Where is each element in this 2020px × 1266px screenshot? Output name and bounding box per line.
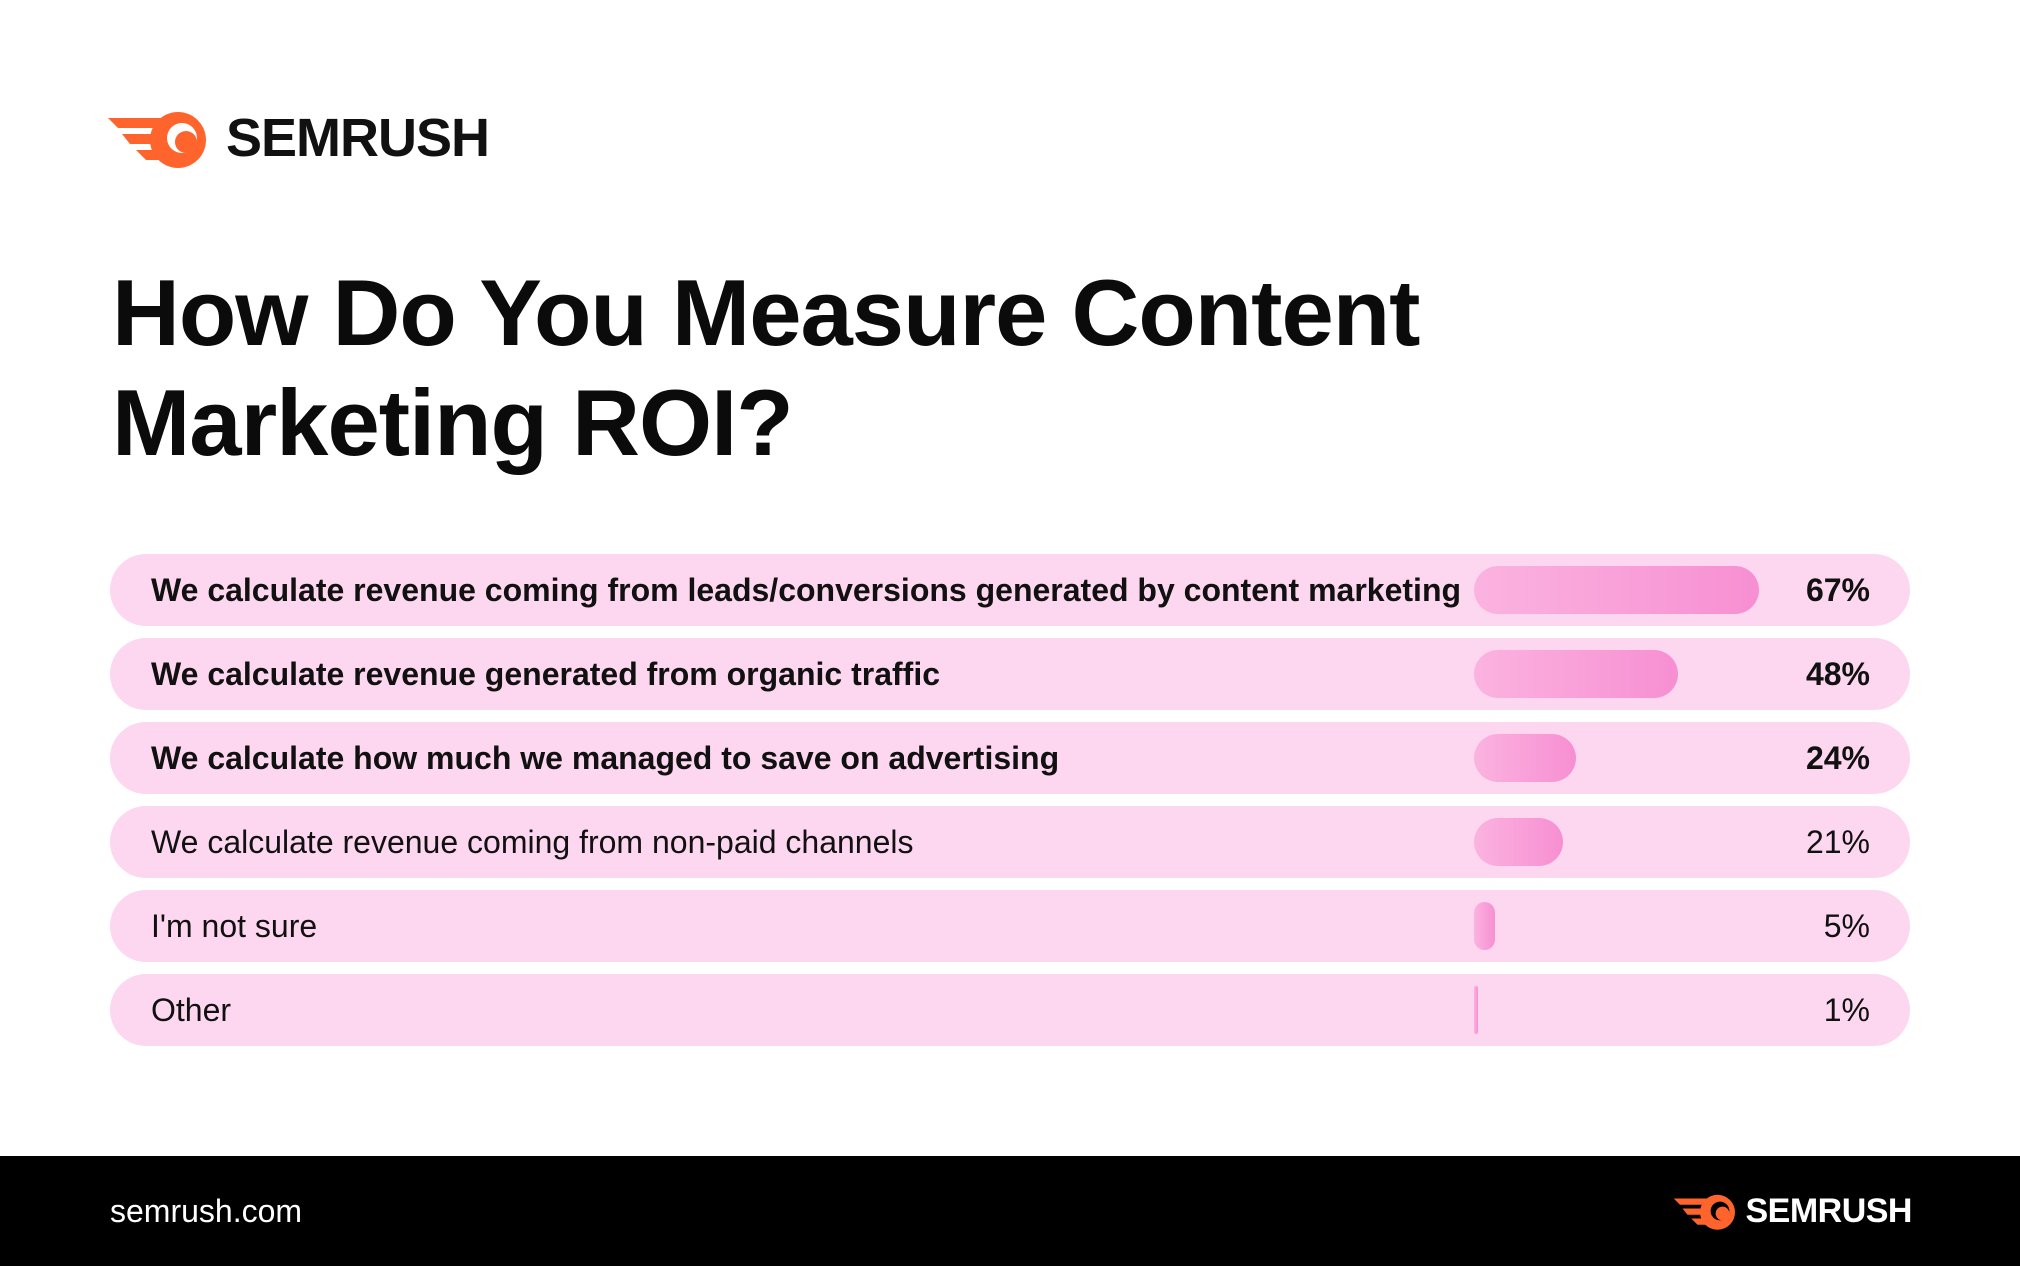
bar-track (1474, 650, 1900, 698)
bar-track (1474, 734, 1900, 782)
category-label: We calculate revenue coming from leads/c… (151, 572, 1462, 608)
category-label: Other (151, 992, 232, 1028)
bar (1474, 986, 1478, 1034)
footer-site-link[interactable]: semrush.com (110, 1193, 303, 1229)
bar-row: We calculate revenue coming from non-pai… (110, 806, 1910, 878)
semrush-fireball-icon (1674, 1194, 1736, 1230)
semrush-fireball-icon (108, 112, 206, 168)
bar-track (1474, 818, 1900, 866)
data-label: 24% (1805, 740, 1870, 776)
data-label: 1% (1823, 992, 1870, 1028)
bar-row: We calculate revenue coming from leads/c… (110, 554, 1910, 626)
footer-semrush-logo: SEMRUSH (1673, 1191, 1912, 1231)
bar (1474, 734, 1576, 782)
bar (1474, 650, 1678, 698)
semrush-logo: SEMRUSH (108, 106, 490, 170)
bar-row: We calculate how much we managed to save… (110, 722, 1910, 794)
chart-title: How Do You Measure Content Marketing ROI… (112, 260, 1421, 475)
category-label: We calculate revenue generated from orga… (151, 656, 940, 692)
data-label: 67% (1805, 572, 1870, 608)
bar-row: We calculate revenue generated from orga… (110, 638, 1910, 710)
bar-row: I'm not sure 5% (110, 890, 1910, 962)
semrush-wordmark: SEMRUSH (1745, 1191, 1912, 1230)
data-label: 5% (1823, 908, 1870, 944)
footer: semrush.com SEMRUSH (0, 1156, 2020, 1266)
category-label: We calculate how much we managed to save… (151, 740, 1060, 776)
data-label: 21% (1805, 824, 1870, 860)
data-label: 48% (1805, 656, 1870, 692)
bar-chart: We calculate revenue coming from leads/c… (110, 554, 1910, 1058)
bar-row: Other 1% (110, 974, 1910, 1046)
category-label: I'm not sure (151, 908, 318, 944)
bar-track (1474, 986, 1900, 1034)
bar-track (1474, 902, 1900, 950)
category-label: We calculate revenue coming from non-pai… (151, 824, 914, 860)
bar (1474, 566, 1759, 614)
bar (1474, 902, 1495, 950)
semrush-wordmark: SEMRUSH (226, 108, 490, 168)
bar-track (1474, 566, 1900, 614)
bar (1474, 818, 1563, 866)
